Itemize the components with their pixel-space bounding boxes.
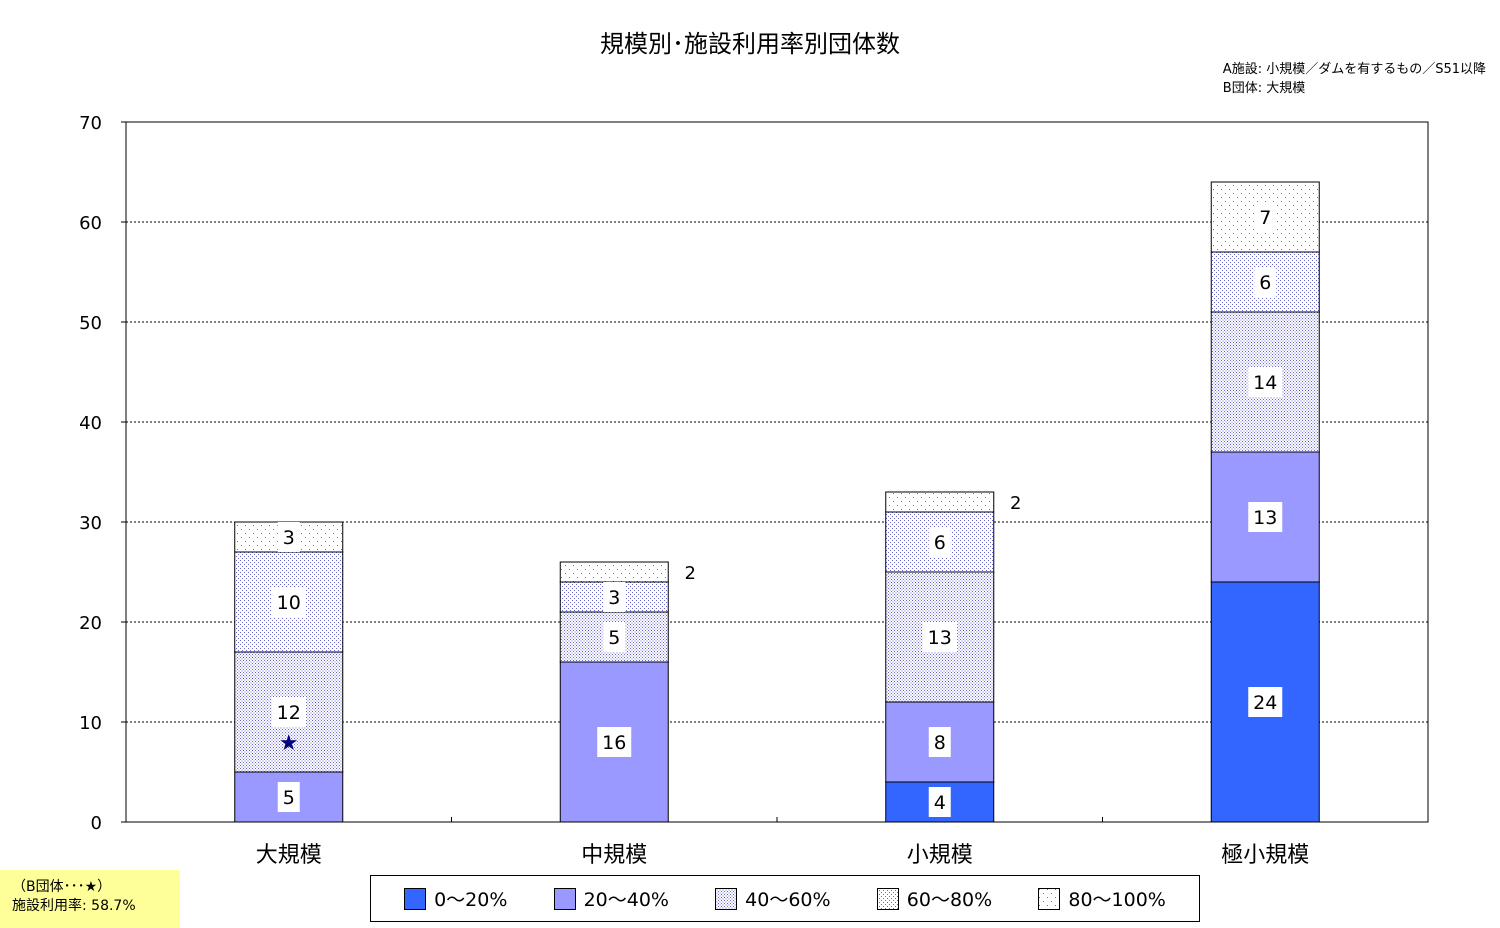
chart-note: A施設: 小規模／ダムを有するもの／S51以降 B団体: 大規模 bbox=[1223, 60, 1486, 98]
data-label-bg bbox=[1248, 687, 1283, 717]
data-label: 5 bbox=[283, 787, 295, 809]
legend-label: 40〜60% bbox=[745, 889, 831, 911]
data-label: 8 bbox=[934, 732, 946, 754]
data-label-bg bbox=[597, 727, 632, 757]
data-label-bg bbox=[922, 622, 957, 652]
data-label-bg bbox=[928, 787, 951, 817]
bars-layer bbox=[234, 181, 1320, 823]
legend-item: 80〜100% bbox=[1038, 885, 1166, 912]
bar-segment bbox=[885, 491, 995, 513]
footnote-box: （B団体･･･★） 施設利用率: 58.7% bbox=[0, 870, 180, 928]
x-category-label: 極小規模 bbox=[1221, 843, 1309, 868]
footnote-line: 施設利用率: 58.7% bbox=[12, 898, 136, 914]
data-label: 13 bbox=[928, 627, 952, 649]
data-label: 10 bbox=[277, 592, 301, 614]
bar-segment bbox=[559, 561, 669, 583]
legend-swatch bbox=[876, 887, 899, 910]
data-label-bg bbox=[1248, 367, 1283, 397]
data-label-bg bbox=[928, 727, 951, 757]
data-label: 3 bbox=[283, 527, 295, 549]
x-category-label: 大規模 bbox=[256, 843, 322, 868]
legend-label: 20〜40% bbox=[583, 889, 669, 911]
legend-swatch bbox=[715, 887, 738, 910]
data-label-bg bbox=[928, 527, 951, 557]
legend-item: 60〜80% bbox=[876, 885, 993, 912]
data-label-bg bbox=[603, 582, 626, 612]
footnote-line: （B団体･･･★） bbox=[12, 879, 112, 895]
note-line: A施設: 小規模／ダムを有するもの／S51以降 bbox=[1222, 62, 1486, 77]
data-label-bg bbox=[1254, 202, 1277, 232]
y-tick-label: 30 bbox=[79, 513, 102, 534]
data-label-bg bbox=[277, 522, 300, 552]
data-label: 6 bbox=[934, 532, 946, 554]
legend-item: 0〜20% bbox=[404, 885, 507, 912]
data-label: 13 bbox=[1253, 507, 1277, 529]
data-label-bg bbox=[271, 697, 306, 727]
y-tick-label: 40 bbox=[79, 413, 102, 434]
legend-label: 60〜80% bbox=[906, 889, 993, 911]
note-line: B団体: 大規模 bbox=[1222, 81, 1306, 96]
y-tick-label: 10 bbox=[79, 713, 102, 734]
y-tick-label: 0 bbox=[91, 813, 102, 834]
legend-item: 40〜60% bbox=[715, 885, 831, 912]
data-label: 12 bbox=[277, 702, 301, 724]
data-label: 2 bbox=[1010, 493, 1021, 514]
y-tick-label: 50 bbox=[79, 313, 102, 334]
axis-layer: 0 10 20 30 40 50 60 70 大規模 中規模 小規模 極小規模 bbox=[79, 113, 1309, 868]
data-label-bg bbox=[1254, 267, 1277, 297]
data-label-bg bbox=[1248, 502, 1283, 532]
legend-label: 0〜20% bbox=[434, 889, 508, 911]
x-category-label: 小規模 bbox=[907, 843, 973, 868]
legend-swatch bbox=[1038, 887, 1061, 910]
y-tick-label: 20 bbox=[79, 613, 102, 634]
data-label-bg bbox=[277, 782, 300, 812]
legend: 0〜20% 20〜40% 40〜60% 60〜80% 80〜100% bbox=[370, 875, 1200, 922]
data-label: 24 bbox=[1253, 692, 1277, 714]
chart-title: 規模別･施設利用率別団体数 bbox=[600, 30, 900, 58]
legend-swatch bbox=[553, 887, 576, 910]
y-tick-label: 70 bbox=[79, 113, 102, 134]
data-label: 16 bbox=[602, 732, 626, 754]
x-category-label: 中規模 bbox=[581, 843, 647, 868]
data-label: 4 bbox=[934, 792, 946, 814]
legend-swatch bbox=[404, 887, 427, 910]
data-label-bg bbox=[603, 622, 626, 652]
data-label: 14 bbox=[1253, 372, 1277, 394]
legend-label: 80〜100% bbox=[1068, 889, 1166, 911]
y-tick-label: 60 bbox=[79, 213, 102, 234]
data-label: 3 bbox=[608, 587, 620, 609]
stacked-bar-chart: 0 10 20 30 40 50 60 70 大規模 中規模 小規模 極小規模 5 12 10 3 ★ 16 5 3… bbox=[79, 113, 1429, 868]
data-label: 6 bbox=[1259, 272, 1271, 294]
data-label: 7 bbox=[1259, 207, 1271, 229]
legend-item: 20〜40% bbox=[553, 885, 669, 912]
star-marker: ★ bbox=[279, 731, 299, 756]
data-label: 2 bbox=[685, 563, 696, 584]
data-label-bg bbox=[271, 587, 306, 617]
data-label: 5 bbox=[608, 627, 620, 649]
